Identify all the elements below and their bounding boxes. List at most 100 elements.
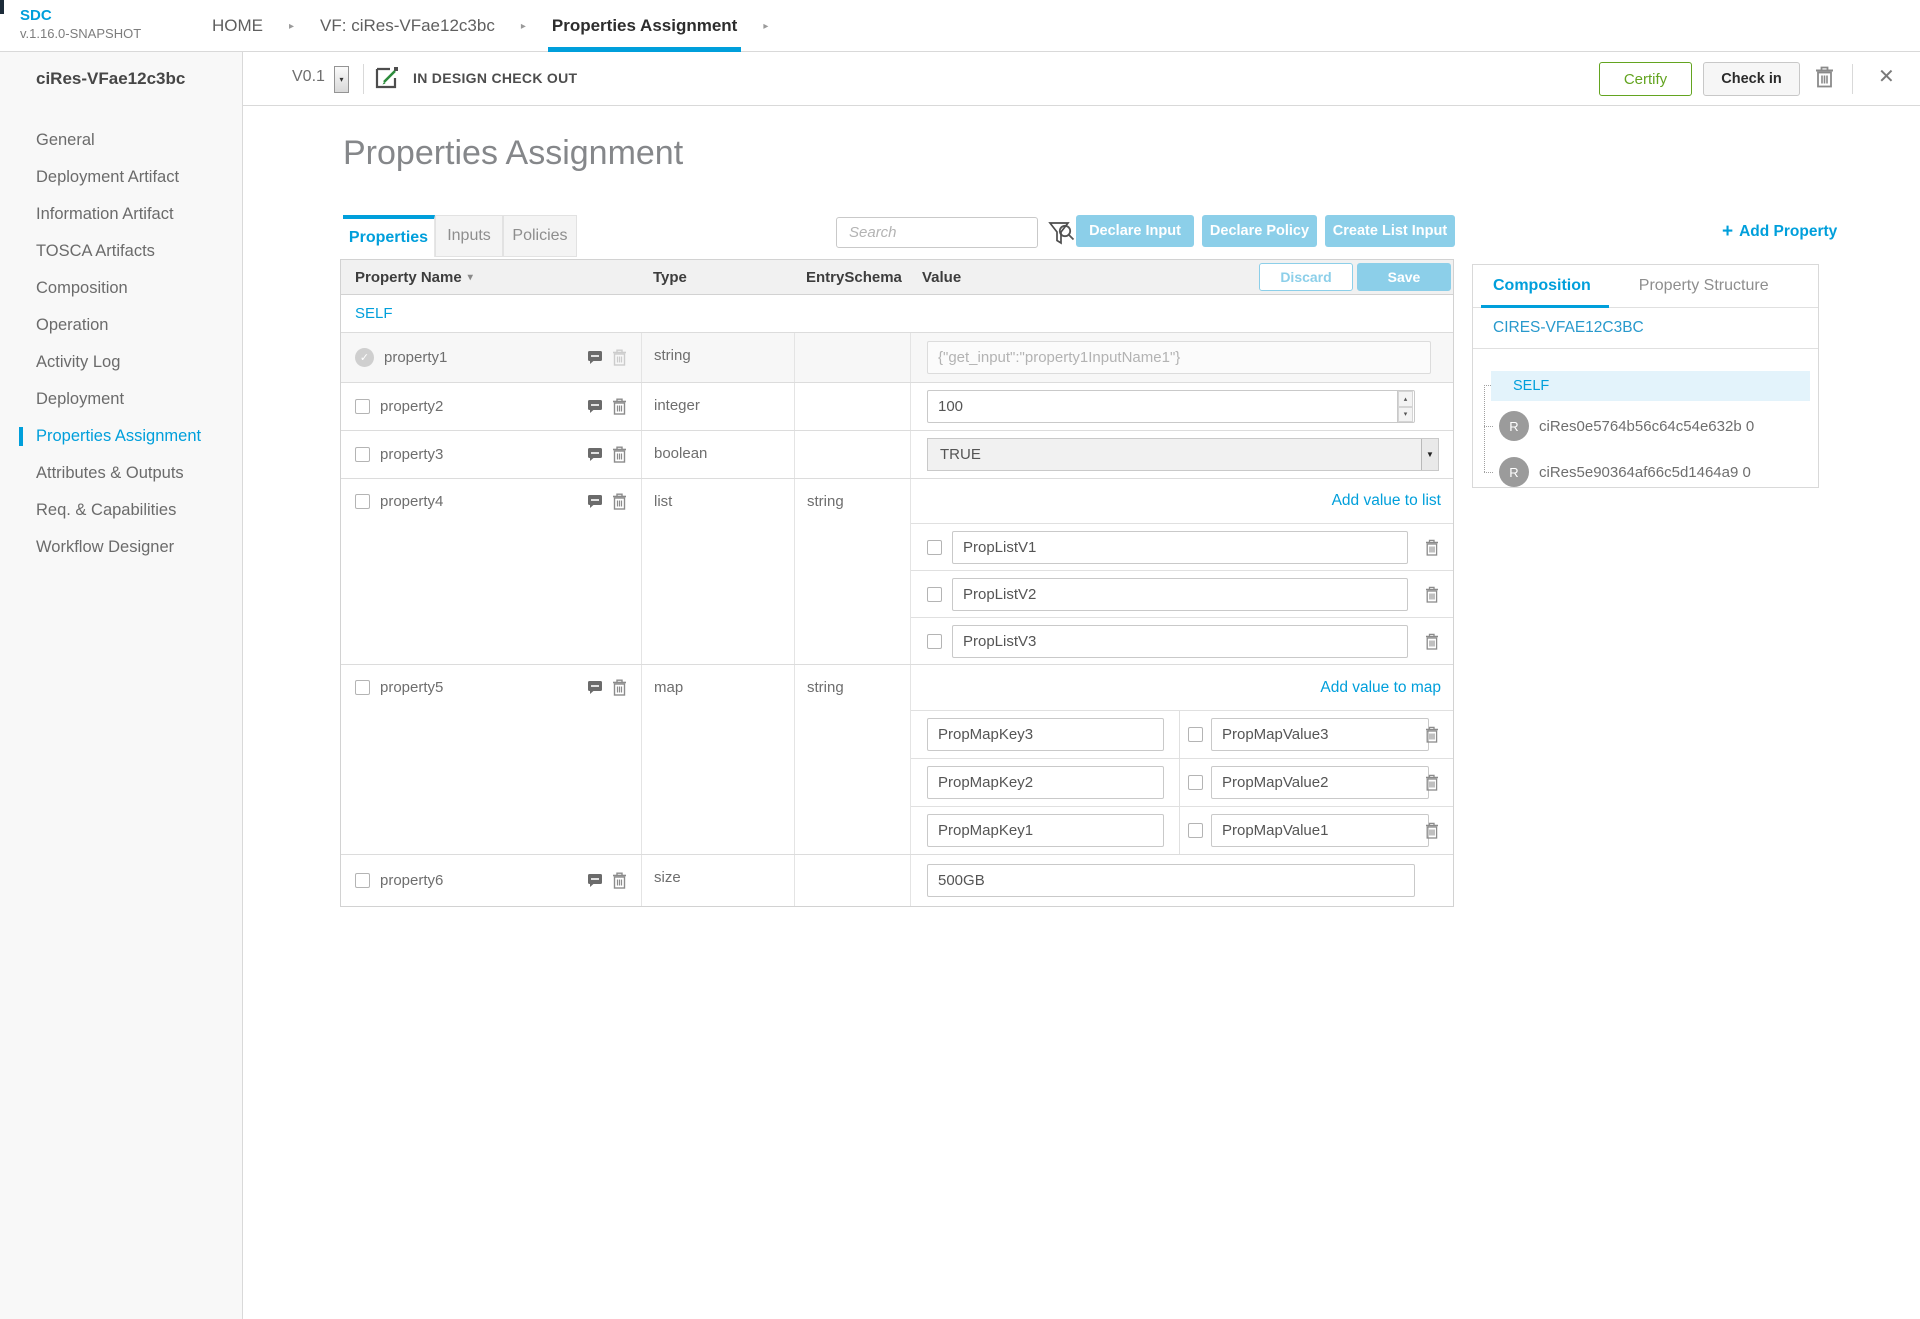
property3-value-select[interactable]: TRUE ▼ bbox=[927, 438, 1439, 471]
list-item-input[interactable] bbox=[952, 530, 1408, 564]
sort-caret-icon[interactable]: ▾ bbox=[467, 271, 473, 283]
search-input[interactable] bbox=[837, 224, 1058, 241]
map-value-checkbox[interactable] bbox=[1188, 727, 1203, 742]
list-item-input[interactable] bbox=[952, 577, 1408, 611]
sidebar-item-deployment-artifact[interactable]: Deployment Artifact bbox=[36, 168, 180, 186]
tab-properties[interactable]: Properties bbox=[343, 215, 435, 257]
breadcrumb-vf[interactable]: VF: ciRes-VFae12c3bc bbox=[320, 16, 495, 35]
sidebar-item-workflow-designer[interactable]: Workflow Designer bbox=[36, 538, 175, 556]
sidebar-item-properties-assignment[interactable]: Properties Assignment bbox=[0, 418, 242, 455]
close-icon[interactable]: ✕ bbox=[1878, 66, 1895, 88]
tab-inputs[interactable]: Inputs bbox=[435, 215, 503, 257]
add-value-to-map-link[interactable]: Add value to map bbox=[1320, 678, 1441, 696]
comment-icon[interactable] bbox=[587, 680, 603, 695]
property2-name[interactable]: property2 bbox=[380, 398, 444, 415]
list-item-checkbox[interactable] bbox=[927, 539, 942, 555]
comment-icon[interactable] bbox=[587, 350, 603, 365]
property6-checkbox[interactable] bbox=[355, 873, 370, 888]
list-item-input[interactable] bbox=[952, 624, 1408, 658]
delete-property-trash-icon[interactable] bbox=[612, 872, 627, 889]
tree-item-instance[interactable]: R ciRes0e5764b56c64c54e632b 0 bbox=[1499, 411, 1754, 441]
property2-value-input[interactable] bbox=[927, 390, 1415, 423]
sidebar-item-general[interactable]: General bbox=[36, 131, 95, 149]
list-item-checkbox[interactable] bbox=[927, 586, 942, 602]
create-list-input-button[interactable]: Create List Input bbox=[1325, 215, 1455, 247]
property3-checkbox[interactable] bbox=[355, 447, 370, 462]
property2-checkbox[interactable] bbox=[355, 399, 370, 414]
delete-trash-icon[interactable] bbox=[1815, 66, 1834, 88]
page-title: Properties Assignment bbox=[343, 134, 684, 172]
map-value-input[interactable] bbox=[1211, 718, 1429, 751]
delete-property-trash-icon[interactable] bbox=[612, 446, 627, 463]
tree-item-instance[interactable]: R ciRes5e90364af66c5d1464a9 0 bbox=[1499, 457, 1751, 487]
list-item-row bbox=[911, 570, 1453, 617]
sidebar-item-composition[interactable]: Composition bbox=[36, 279, 128, 297]
sidebar-item-activity-log[interactable]: Activity Log bbox=[36, 353, 121, 371]
declare-input-button[interactable]: Declare Input bbox=[1076, 215, 1194, 247]
discard-button[interactable]: Discard bbox=[1259, 263, 1353, 291]
list-item-checkbox[interactable] bbox=[927, 633, 942, 649]
declare-policy-button[interactable]: Declare Policy bbox=[1202, 215, 1317, 247]
delete-map-entry-trash-icon[interactable] bbox=[1425, 726, 1439, 743]
version-select[interactable]: ▾ bbox=[334, 66, 349, 93]
number-spinner[interactable]: ▴ ▾ bbox=[1397, 391, 1413, 422]
tree-item-self[interactable]: SELF bbox=[1491, 371, 1810, 401]
tab-property-structure[interactable]: Property Structure bbox=[1638, 277, 1769, 294]
delete-map-entry-trash-icon[interactable] bbox=[1425, 822, 1439, 839]
delete-list-item-trash-icon[interactable] bbox=[1425, 633, 1439, 650]
breadcrumb-home[interactable]: HOME bbox=[212, 16, 263, 35]
filter-funnel-icon[interactable] bbox=[1048, 221, 1070, 246]
delete-property-trash-icon[interactable] bbox=[612, 493, 627, 510]
version-label: V0.1 bbox=[292, 68, 325, 85]
property5-name[interactable]: property5 bbox=[380, 679, 444, 696]
delete-list-item-trash-icon[interactable] bbox=[1425, 586, 1439, 603]
map-value-checkbox[interactable] bbox=[1188, 775, 1203, 790]
delete-property-trash-icon[interactable] bbox=[612, 398, 627, 415]
comment-icon[interactable] bbox=[587, 399, 603, 414]
certify-button[interactable]: Certify bbox=[1599, 62, 1692, 96]
sidebar-item-tosca-artifacts[interactable]: TOSCA Artifacts bbox=[36, 242, 155, 260]
property1-name[interactable]: property1 bbox=[384, 349, 448, 366]
breadcrumb-current[interactable]: Properties Assignment bbox=[547, 0, 742, 52]
delete-map-entry-trash-icon[interactable] bbox=[1425, 774, 1439, 791]
save-button[interactable]: Save bbox=[1357, 263, 1451, 291]
delete-list-item-trash-icon[interactable] bbox=[1425, 539, 1439, 556]
app-logo-block[interactable]: SDC v.1.16.0-SNAPSHOT bbox=[20, 7, 141, 42]
property3-type: boolean bbox=[641, 431, 794, 478]
column-property-name[interactable]: Property Name ▾ bbox=[355, 268, 473, 286]
map-value-input[interactable] bbox=[1211, 814, 1429, 847]
breadcrumb-arrow-icon: ▸ bbox=[520, 20, 526, 32]
sidebar-item-attributes-outputs[interactable]: Attributes & Outputs bbox=[36, 464, 184, 482]
property3-entry-schema bbox=[794, 431, 910, 478]
property5-checkbox[interactable] bbox=[355, 680, 370, 695]
app-logo[interactable]: SDC bbox=[20, 7, 52, 24]
self-group-row[interactable]: SELF bbox=[341, 295, 1453, 333]
map-key-input[interactable] bbox=[927, 766, 1164, 799]
property4-checkbox[interactable] bbox=[355, 494, 370, 509]
map-value-input[interactable] bbox=[1211, 766, 1429, 799]
property6-value-input[interactable] bbox=[927, 864, 1415, 897]
divider bbox=[363, 64, 364, 94]
sidebar-item-req-capabilities[interactable]: Req. & Capabilities bbox=[36, 501, 177, 519]
comment-icon[interactable] bbox=[587, 873, 603, 888]
map-key-input[interactable] bbox=[927, 814, 1164, 847]
property3-name[interactable]: property3 bbox=[380, 446, 444, 463]
plus-icon: + bbox=[1722, 221, 1734, 242]
add-property-button[interactable]: + Add Property bbox=[1722, 221, 1838, 242]
active-tab-underline bbox=[1481, 305, 1609, 308]
tab-composition[interactable]: Composition bbox=[1493, 277, 1591, 294]
add-value-to-list-link[interactable]: Add value to list bbox=[1331, 492, 1441, 509]
sidebar-item-information-artifact[interactable]: Information Artifact bbox=[36, 205, 174, 223]
sidebar-item-deployment[interactable]: Deployment bbox=[36, 390, 125, 408]
property4-name[interactable]: property4 bbox=[380, 493, 444, 510]
checkin-button[interactable]: Check in bbox=[1703, 62, 1800, 96]
map-key-input[interactable] bbox=[927, 718, 1164, 751]
component-name[interactable]: CIRES-VFAE12C3BC bbox=[1473, 308, 1818, 349]
comment-icon[interactable] bbox=[587, 494, 603, 509]
sidebar-item-operation[interactable]: Operation bbox=[36, 316, 109, 334]
property6-name[interactable]: property6 bbox=[380, 872, 444, 889]
delete-property-trash-icon[interactable] bbox=[612, 679, 627, 696]
tab-policies[interactable]: Policies bbox=[503, 215, 577, 257]
comment-icon[interactable] bbox=[587, 447, 603, 462]
map-value-checkbox[interactable] bbox=[1188, 823, 1203, 838]
